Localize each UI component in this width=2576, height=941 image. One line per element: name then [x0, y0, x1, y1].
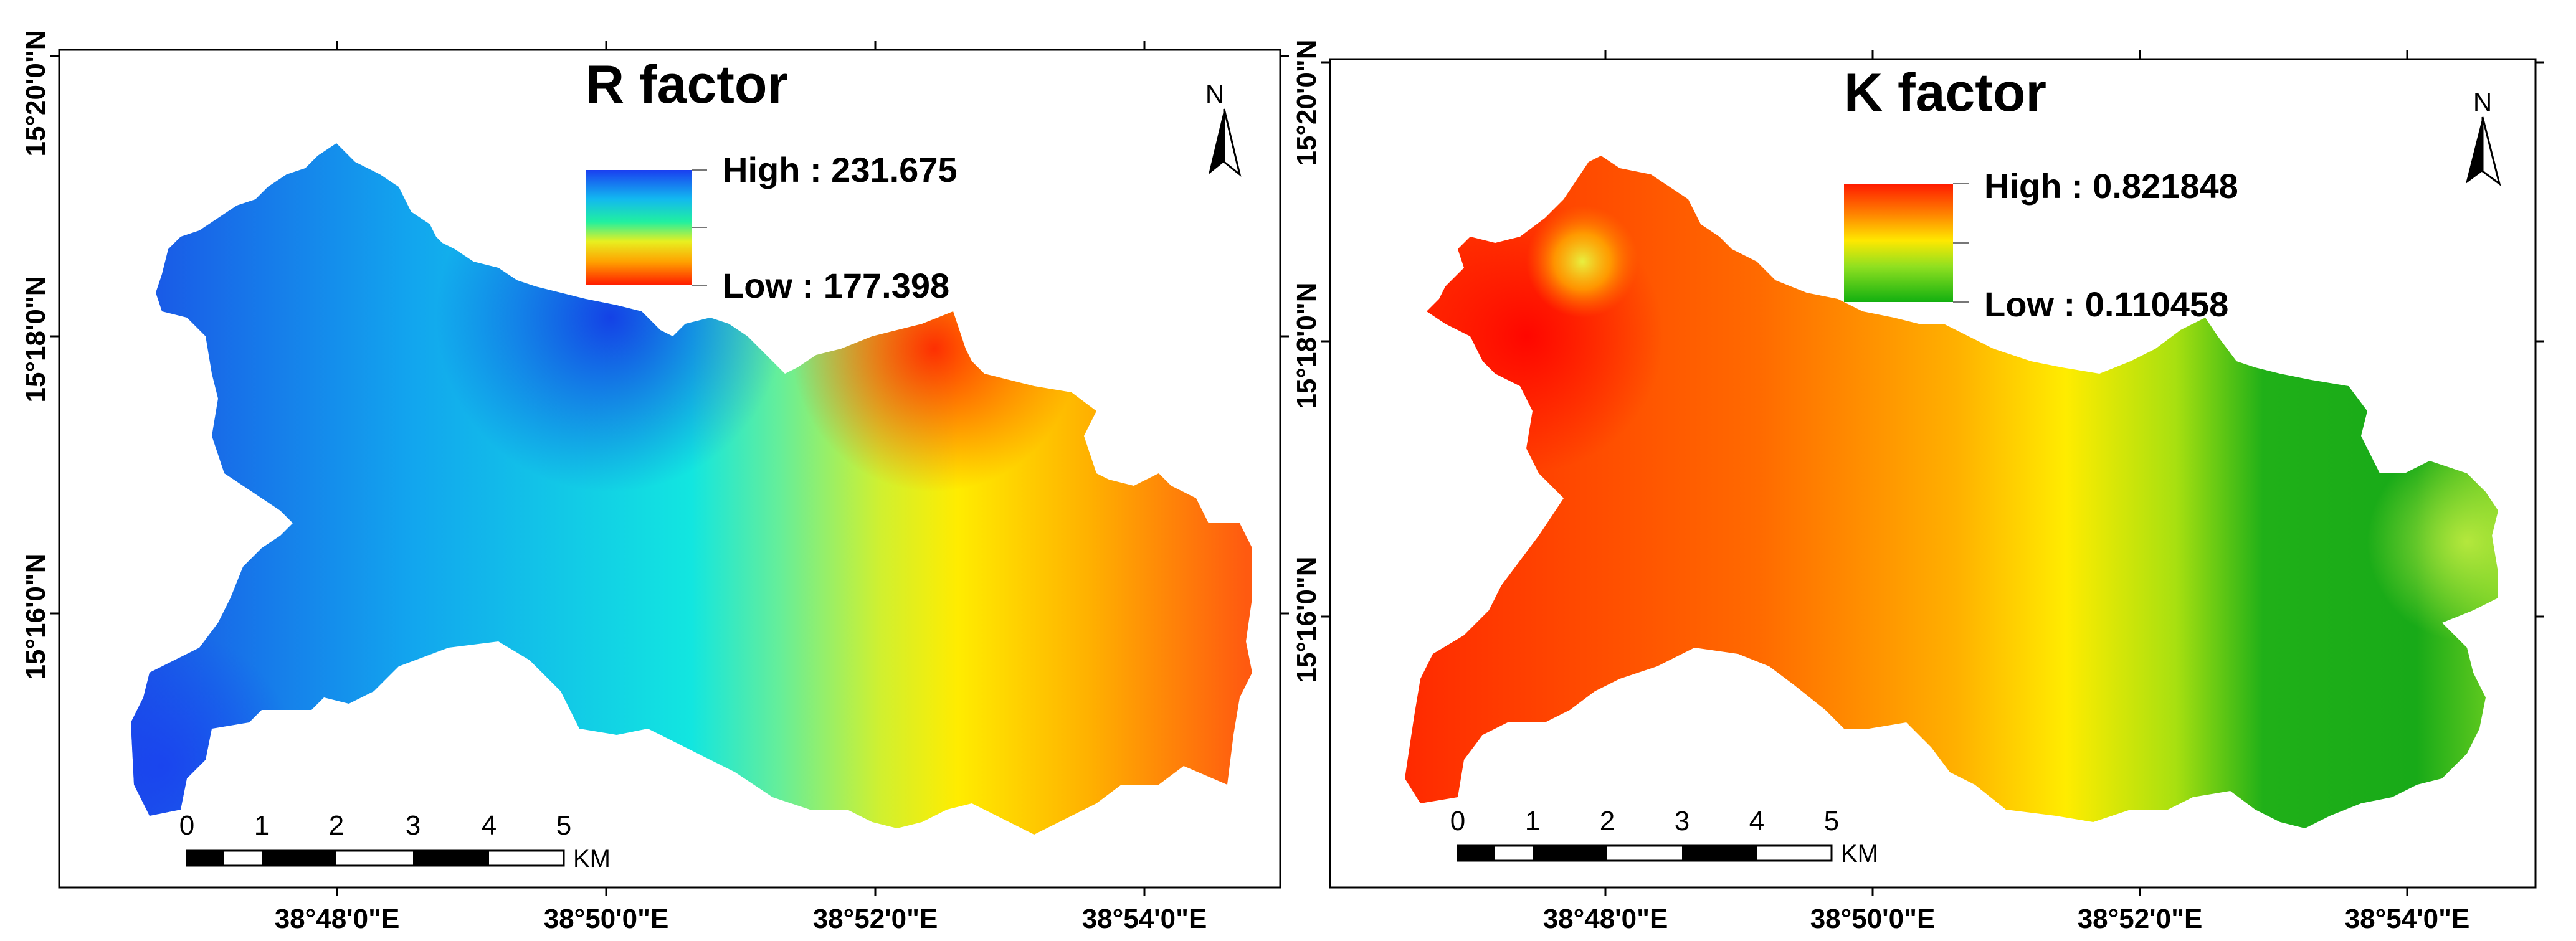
r-scale-num-0: 0	[179, 810, 194, 841]
r-scale-num-1: 1	[254, 810, 269, 841]
k-scale-num-3: 3	[1675, 806, 1690, 836]
north-arrow-icon-half	[2481, 116, 2501, 186]
k-scale-bar: 0 1 2 3 4 5 KM	[1450, 806, 1878, 868]
k-lat-label-2: 15°18'0"N	[1291, 282, 1322, 409]
r-lat-label-3: 15°16'0"N	[21, 553, 51, 679]
r-scale-unit: KM	[573, 845, 611, 872]
k-factor-panel: K factor High : 0.821848 Low : 0.110458 …	[1291, 39, 2544, 934]
r-longitude-labels: 38°48'0"E 38°50'0"E 38°52'0"E 38°54'0"E	[275, 904, 1207, 934]
r-scale-num-4: 4	[482, 810, 497, 841]
k-scale-num-5: 5	[1824, 806, 1839, 836]
k-legend-ramp	[1844, 184, 1953, 302]
r-legend: High : 231.675 Low : 177.398	[586, 150, 958, 305]
r-scale-num-3: 3	[406, 810, 421, 841]
k-north-label: N	[2473, 87, 2492, 116]
north-arrow-icon	[2466, 117, 2483, 184]
k-lon-label-2: 38°50'0"E	[1810, 904, 1936, 934]
r-legend-ramp	[586, 170, 692, 285]
k-map-title: K factor	[1844, 63, 2046, 123]
k-legend: High : 0.821848 Low : 0.110458	[1844, 166, 2238, 324]
r-lon-label-2: 38°50'0"E	[544, 904, 669, 934]
r-north-label: N	[1205, 79, 1224, 108]
k-lon-label-4: 38°54'0"E	[2345, 904, 2470, 934]
north-arrow-icon-half	[1223, 108, 1242, 177]
r-lon-label-3: 38°52'0"E	[813, 904, 938, 934]
k-legend-high-label: High : 0.821848	[1984, 166, 2238, 206]
k-scale-unit: KM	[1841, 840, 1878, 868]
k-lon-label-3: 38°52'0"E	[2078, 904, 2203, 934]
r-legend-high-label: High : 231.675	[723, 150, 958, 189]
k-longitude-labels: 38°48'0"E 38°50'0"E 38°52'0"E 38°54'0"E	[1543, 904, 2470, 934]
k-scale-num-2: 2	[1600, 806, 1615, 836]
r-latitude-labels: 15°20'0"N 15°18'0"N 15°16'0"N	[21, 30, 51, 679]
north-arrow-icon	[1209, 109, 1224, 174]
r-frame-ticks	[50, 41, 1289, 896]
r-lon-label-4: 38°54'0"E	[1082, 904, 1207, 934]
r-factor-panel: R factor High : 231.675 Low : 177.398 N …	[21, 30, 1289, 934]
k-lat-label-3: 15°16'0"N	[1291, 556, 1322, 683]
k-lat-label-1: 15°20'0"N	[1291, 39, 1322, 166]
r-map-title: R factor	[586, 55, 788, 115]
k-north-arrow: N	[2466, 87, 2501, 186]
k-scale-num-1: 1	[1525, 806, 1540, 836]
r-lat-label-1: 15°20'0"N	[21, 30, 51, 156]
k-lon-label-1: 38°48'0"E	[1543, 904, 1668, 934]
r-legend-low-label: Low : 177.398	[723, 266, 949, 305]
r-lon-label-1: 38°48'0"E	[275, 904, 400, 934]
r-scale-num-2: 2	[329, 810, 344, 841]
r-factor-raster	[131, 143, 1252, 835]
k-legend-low-label: Low : 0.110458	[1984, 285, 2228, 324]
k-scale-num-0: 0	[1450, 806, 1465, 836]
k-latitude-labels: 15°20'0"N 15°18'0"N 15°16'0"N	[1291, 39, 1322, 683]
r-lat-label-2: 15°18'0"N	[21, 276, 51, 402]
r-scale-bar: 0 1 2 3 4 5 KM	[179, 810, 611, 872]
r-north-arrow: N	[1205, 79, 1242, 177]
k-scale-num-4: 4	[1749, 806, 1764, 836]
k-frame-ticks	[1321, 50, 2544, 896]
r-scale-num-5: 5	[556, 810, 571, 841]
